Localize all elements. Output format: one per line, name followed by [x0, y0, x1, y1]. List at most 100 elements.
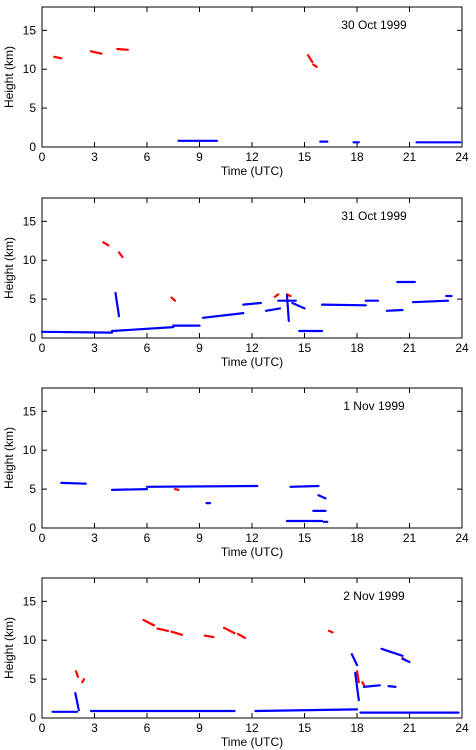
- echo-segment-2-2: [74, 691, 80, 712]
- echo-segment-1-2: [117, 251, 124, 259]
- x-tick-label: 3: [91, 341, 98, 355]
- echo-segment-2-16: [411, 299, 450, 304]
- y-tick-label: 5: [29, 101, 36, 115]
- x-tick-label: 12: [245, 341, 259, 355]
- echo-segment-2-7: [264, 307, 282, 312]
- x-tick-label: 18: [350, 341, 364, 355]
- y-tick-label: 5: [29, 672, 36, 686]
- echo-segment-1-10: [355, 670, 360, 684]
- panel-date-label: 2 Nov 1999: [343, 589, 405, 603]
- echo-segment-1-2: [81, 677, 86, 684]
- y-tick-label: 10: [23, 443, 37, 457]
- x-tick-label: 9: [196, 531, 203, 545]
- echo-segment-1-1: [53, 55, 63, 60]
- x-tick-label: 12: [245, 150, 259, 164]
- x-axis-label: Time (UTC): [221, 164, 283, 178]
- echo-segment-1-5: [170, 630, 184, 636]
- chart-panel-3: 0 3 6 9 12 15 18 21 24 0 5 10 15 Time (UTC) Height (km…: [2, 387, 469, 559]
- x-tick-label: 9: [196, 721, 203, 735]
- echo-segment-1-9: [327, 629, 334, 634]
- y-axis-label: Height (km): [2, 46, 16, 108]
- y-tick-label: 15: [23, 214, 37, 228]
- x-tick-label: 15: [298, 531, 312, 545]
- chart-panel-2: 0 3 6 9 12 15 18 21 24 0 5 10 15 Time (UTC) Height (km…: [2, 197, 469, 369]
- echo-segment-2-7: [362, 684, 381, 689]
- x-tick-label: 15: [298, 150, 312, 164]
- x-tick-label: 18: [350, 721, 364, 735]
- echo-segment-2-4: [114, 291, 121, 318]
- x-tick-label: 24: [455, 150, 469, 164]
- x-tick-label: 6: [144, 341, 151, 355]
- x-tick-label: 0: [39, 721, 46, 735]
- echo-segment-1-4: [306, 54, 314, 64]
- echo-segment-2-5: [201, 312, 245, 319]
- echo-segment-1-4: [156, 627, 170, 633]
- echo-segment-1-4: [273, 293, 280, 298]
- x-tick-label: 9: [196, 341, 203, 355]
- y-axis-label: Height (km): [2, 617, 16, 679]
- echo-segment-1-2: [89, 50, 103, 55]
- x-axis-label: Time (UTC): [221, 735, 283, 749]
- x-tick-label: 21: [403, 150, 417, 164]
- echo-segment-2-9: [401, 657, 411, 664]
- x-tick-label: 0: [39, 341, 46, 355]
- x-axis-label: Time (UTC): [221, 355, 283, 369]
- x-tick-label: 24: [455, 531, 469, 545]
- x-tick-label: 15: [298, 721, 312, 735]
- y-tick-label: 0: [29, 140, 36, 154]
- x-tick-label: 12: [245, 531, 259, 545]
- echo-segment-1-1: [74, 670, 80, 678]
- echo-segment-2-6: [242, 301, 262, 306]
- x-tick-label: 6: [144, 531, 151, 545]
- x-tick-label: 21: [403, 531, 417, 545]
- x-tick-label: 18: [350, 150, 364, 164]
- chart-panel-1: 0 3 6 9 12 15 18 21 24 0 5 10 15 Time (UTC) Height (km…: [2, 6, 469, 178]
- y-axis-label: Height (km): [2, 237, 16, 299]
- echo-segment-1-1: [173, 488, 180, 491]
- y-tick-label: 10: [23, 633, 37, 647]
- echo-segment-2-1: [40, 330, 114, 334]
- x-tick-label: 6: [144, 721, 151, 735]
- x-tick-label: 24: [455, 341, 469, 355]
- x-tick-label: 3: [91, 531, 98, 545]
- x-tick-label: 9: [196, 150, 203, 164]
- echo-segment-1-7: [222, 626, 236, 635]
- echo-segment-2-10: [291, 301, 306, 310]
- x-tick-label: 3: [91, 150, 98, 164]
- x-tick-label: 21: [403, 721, 417, 735]
- y-tick-label: 0: [29, 711, 36, 725]
- echo-segment-1-3: [142, 618, 156, 627]
- echo-segment-1-3: [170, 296, 177, 302]
- echo-segment-2-3: [145, 484, 259, 488]
- echo-segment-2-6: [354, 671, 360, 702]
- echo-segment-1-6: [203, 634, 215, 639]
- x-tick-label: 21: [403, 341, 417, 355]
- y-tick-label: 15: [23, 23, 37, 37]
- echo-segment-2-1: [60, 481, 87, 485]
- x-tick-label: 3: [91, 721, 98, 735]
- x-tick-label: 0: [39, 531, 46, 545]
- echo-segment-2-2: [110, 488, 149, 491]
- y-tick-label: 10: [23, 62, 37, 76]
- echo-segment-1-11: [361, 681, 366, 687]
- echo-segment-1-5: [312, 63, 318, 69]
- echo-segment-1-1: [102, 241, 110, 247]
- y-tick-label: 15: [23, 594, 37, 608]
- chart-panel-4: 0 3 6 9 12 15 18 21 24 0 5 10 15 Time (UTC) Height (km…: [2, 577, 469, 749]
- echo-segment-2-14: [385, 308, 404, 312]
- echo-segment-1-8: [236, 632, 247, 640]
- echo-segment-2-9: [285, 294, 290, 322]
- x-tick-label: 15: [298, 341, 312, 355]
- echo-segment-2-5: [289, 484, 320, 488]
- y-axis-label: Height (km): [2, 427, 16, 489]
- y-tick-label: 5: [29, 482, 36, 496]
- y-tick-label: 0: [29, 331, 36, 345]
- y-tick-label: 0: [29, 521, 36, 535]
- y-tick-label: 15: [23, 404, 37, 418]
- echo-segment-2-7: [317, 494, 327, 500]
- x-axis-label: Time (UTC): [221, 545, 283, 559]
- echo-segment-2-12: [320, 303, 367, 307]
- x-tick-label: 6: [144, 150, 151, 164]
- panel-date-label: 30 Oct 1999: [341, 18, 407, 32]
